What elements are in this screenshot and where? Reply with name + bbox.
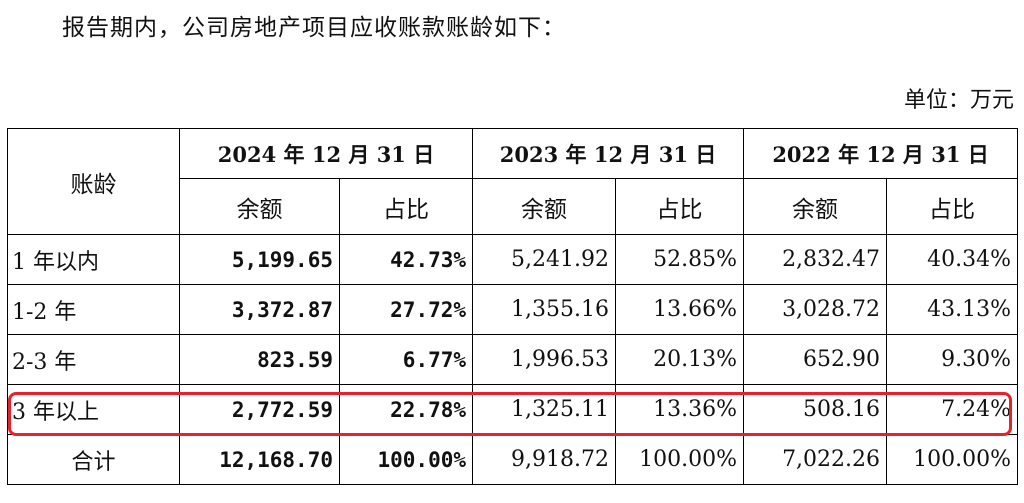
cell-ratio-2024: 6.77% — [338, 334, 474, 385]
header-ratio-2022: 占比 — [886, 178, 1019, 235]
table-row: 1-2 年 3,372.87 27.72% 1,355.16 13.66% 3,… — [7, 284, 1019, 335]
cell-balance-2023: 5,241.92 — [472, 234, 617, 285]
row-label: 2-3 年 — [7, 334, 180, 385]
intro-text: 报告期内，公司房地产项目应收账款账龄如下： — [62, 15, 566, 41]
cell-ratio-2022: 40.34% — [886, 234, 1019, 285]
cell-ratio-2022: 7.24% — [886, 384, 1019, 435]
cell-balance-2024: 3,372.87 — [179, 284, 340, 335]
row-label: 1-2 年 — [7, 284, 180, 335]
cell-ratio-2023: 20.13% — [615, 334, 745, 385]
header-balance-2023: 余额 — [472, 178, 617, 235]
cell-balance-2022: 3,028.72 — [743, 284, 888, 335]
cell-ratio-2022: 100.00% — [886, 434, 1019, 485]
row-label: 3 年以上 — [7, 384, 180, 435]
cell-ratio-2024: 22.78% — [338, 384, 474, 435]
cell-balance-2022: 508.16 — [743, 384, 888, 435]
table-row: 2-3 年 823.59 6.77% 1,996.53 20.13% 652.9… — [7, 334, 1019, 385]
cell-balance-2024: 2,772.59 — [179, 384, 340, 435]
cell-balance-2023: 9,918.72 — [472, 434, 617, 485]
cell-balance-2022: 7,022.26 — [743, 434, 888, 485]
cell-balance-2023: 1,355.16 — [472, 284, 617, 335]
cell-ratio-2023: 13.66% — [615, 284, 745, 335]
header-period-2023: 2023 年 12 月 31 日 — [472, 128, 745, 179]
cell-balance-2023: 1,996.53 — [472, 334, 617, 385]
header-period-2024: 2024 年 12 月 31 日 — [178, 128, 474, 179]
row-label: 合计 — [7, 434, 180, 485]
cell-balance-2023: 1,325.11 — [472, 384, 617, 435]
header-balance-2022: 余额 — [743, 178, 888, 235]
cell-ratio-2023: 13.36% — [615, 384, 745, 435]
cell-ratio-2023: 100.00% — [615, 434, 745, 485]
table-row: 1 年以内 5,199.65 42.73% 5,241.92 52.85% 2,… — [7, 234, 1019, 285]
unit-label: 单位：万元 — [903, 88, 1014, 113]
header-ratio-2024: 占比 — [338, 178, 474, 235]
cell-balance-2022: 2,832.47 — [743, 234, 888, 285]
aging-table: 账龄 2024 年 12 月 31 日 2023 年 12 月 31 日 202… — [7, 128, 1019, 485]
cell-ratio-2024: 27.72% — [338, 284, 474, 335]
cell-ratio-2024: 100.00% — [338, 434, 474, 485]
cell-balance-2024: 5,199.65 — [179, 234, 340, 285]
header-ratio-2023: 占比 — [615, 178, 745, 235]
cell-ratio-2023: 52.85% — [615, 234, 745, 285]
header-row-periods: 账龄 2024 年 12 月 31 日 2023 年 12 月 31 日 202… — [7, 128, 1019, 235]
cell-balance-2024: 12,168.70 — [179, 434, 340, 485]
header-period-2022: 2022 年 12 月 31 日 — [743, 128, 1019, 179]
cell-balance-2024: 823.59 — [179, 334, 340, 385]
cell-balance-2022: 652.90 — [743, 334, 888, 385]
table-row-highlighted: 3 年以上 2,772.59 22.78% 1,325.11 13.36% 50… — [7, 384, 1019, 435]
cell-ratio-2022: 43.13% — [886, 284, 1019, 335]
cell-ratio-2024: 42.73% — [338, 234, 474, 285]
cell-ratio-2022: 9.30% — [886, 334, 1019, 385]
header-balance-2024: 余额 — [179, 178, 340, 235]
row-label: 1 年以内 — [7, 234, 180, 285]
header-aging: 账龄 — [7, 128, 180, 235]
table-row-total: 合计 12,168.70 100.00% 9,918.72 100.00% 7,… — [7, 434, 1019, 485]
